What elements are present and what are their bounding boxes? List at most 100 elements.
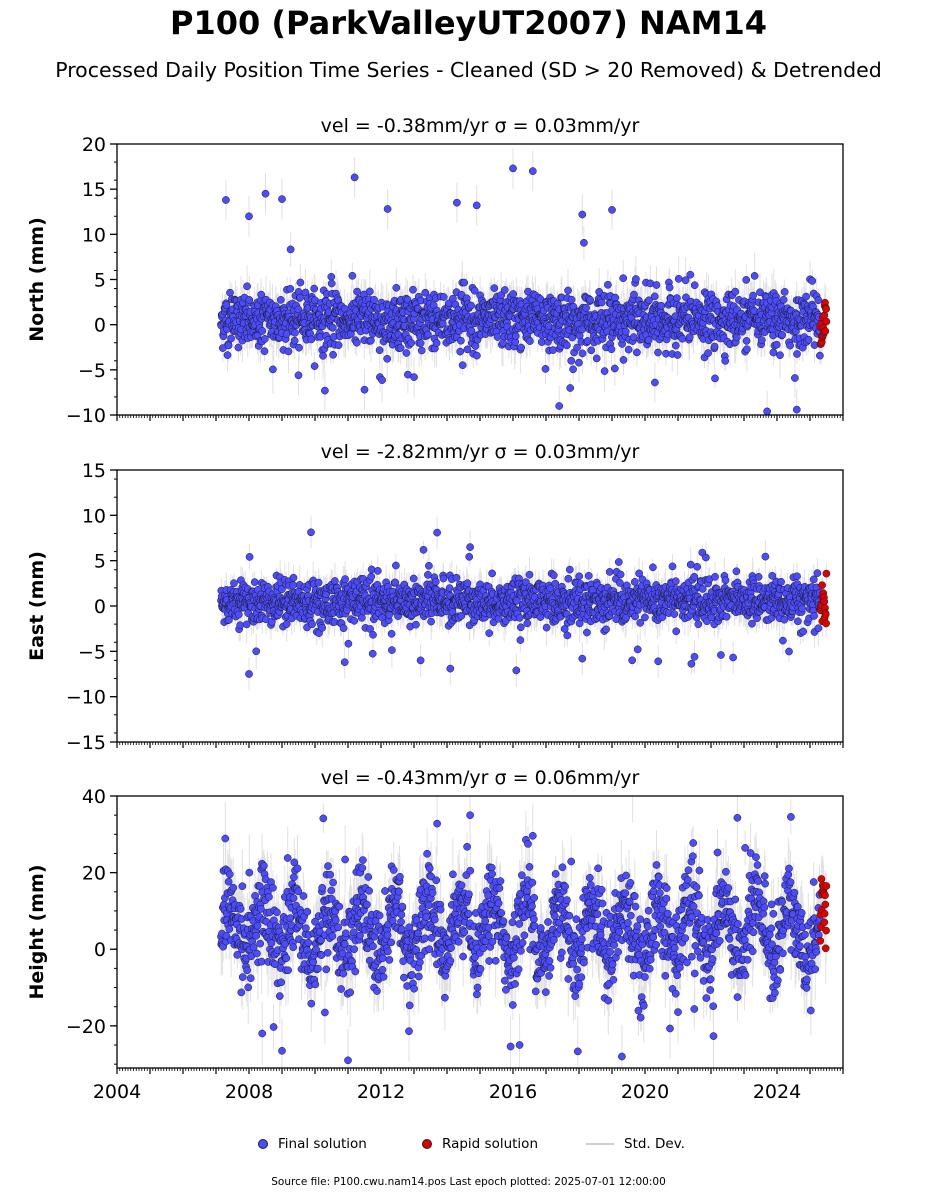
- y-tick-label: 20: [82, 134, 106, 156]
- final-point: [569, 365, 577, 374]
- final-point: [530, 915, 538, 923]
- final-point: [567, 295, 576, 304]
- final-point: [295, 343, 303, 352]
- final-point: [378, 376, 386, 384]
- final-point: [460, 278, 469, 287]
- final-point: [416, 339, 425, 348]
- final-point: [310, 362, 319, 370]
- final-point: [286, 284, 295, 293]
- final-point: [425, 864, 434, 873]
- final-point: [392, 283, 401, 292]
- final-point: [732, 567, 741, 576]
- final-point: [282, 954, 291, 963]
- final-point: [459, 952, 467, 961]
- final-point: [273, 908, 281, 917]
- final-point: [602, 625, 610, 634]
- rapid-point: [818, 581, 826, 590]
- final-point: [592, 354, 601, 363]
- final-point: [564, 975, 573, 983]
- final-point: [356, 931, 364, 940]
- final-point: [668, 562, 677, 571]
- final-point: [353, 287, 361, 296]
- final-point: [518, 938, 527, 947]
- final-point: [289, 581, 298, 589]
- panel-title-height: vel = -0.43mm/yr σ = 0.06mm/yr: [321, 767, 640, 789]
- final-point: [245, 670, 253, 678]
- y-tick-label: 15: [82, 460, 106, 482]
- final-point: [563, 341, 571, 350]
- final-point: [383, 931, 392, 940]
- final-point: [757, 336, 766, 344]
- final-point: [252, 647, 261, 656]
- final-point: [365, 287, 374, 296]
- final-point: [577, 935, 586, 943]
- final-point: [780, 615, 789, 624]
- final-point: [365, 886, 373, 895]
- final-point: [780, 288, 789, 296]
- final-point: [779, 636, 787, 645]
- final-point: [456, 347, 465, 356]
- final-point: [686, 560, 695, 569]
- final-point: [526, 337, 534, 345]
- final-point: [802, 292, 810, 301]
- final-point: [253, 921, 262, 930]
- final-point: [439, 293, 448, 301]
- final-point: [246, 974, 255, 983]
- final-point: [763, 407, 771, 415]
- final-point: [284, 347, 293, 356]
- final-point: [551, 912, 559, 921]
- final-point: [578, 349, 587, 358]
- final-point: [510, 953, 518, 962]
- final-point: [296, 278, 305, 287]
- final-point: [761, 552, 770, 561]
- final-point: [414, 972, 423, 981]
- final-point: [458, 361, 467, 370]
- final-point: [750, 272, 759, 280]
- final-point: [410, 373, 418, 381]
- final-point: [463, 842, 471, 851]
- final-point: [446, 956, 455, 965]
- final-point: [580, 238, 588, 247]
- final-point: [346, 988, 355, 997]
- final-point: [753, 614, 761, 623]
- final-point: [516, 947, 525, 955]
- final-point: [452, 573, 461, 582]
- final-point: [710, 342, 719, 351]
- final-point: [256, 939, 265, 948]
- final-point: [742, 337, 751, 345]
- final-point: [221, 834, 230, 843]
- final-point: [388, 646, 396, 654]
- final-point: [394, 887, 403, 896]
- final-point: [237, 988, 246, 997]
- final-point: [441, 993, 449, 1002]
- final-point: [238, 882, 247, 891]
- final-point: [628, 656, 637, 665]
- final-point: [447, 943, 455, 952]
- final-point: [431, 577, 440, 586]
- final-point: [605, 568, 614, 576]
- final-point: [225, 925, 234, 933]
- final-point: [523, 619, 532, 628]
- final-point: [630, 578, 639, 586]
- panel-east: vel = -2.82mm/yr σ = 0.03mm/yr East (mm) −…: [26, 441, 844, 754]
- final-point: [722, 612, 731, 621]
- ylabel-north: North (mm): [26, 217, 48, 342]
- final-point: [433, 528, 441, 537]
- rapid-point: [821, 327, 830, 336]
- final-point: [405, 1027, 413, 1036]
- final-point: [269, 365, 277, 374]
- final-point: [499, 917, 508, 926]
- final-point: [545, 957, 554, 965]
- final-point: [619, 356, 628, 364]
- final-point: [322, 965, 331, 974]
- final-point: [545, 972, 553, 980]
- final-point: [565, 565, 574, 574]
- final-point: [302, 924, 310, 933]
- final-point: [509, 290, 518, 298]
- final-point: [339, 624, 348, 633]
- final-point: [422, 913, 431, 921]
- final-point: [400, 973, 408, 982]
- final-point: [495, 884, 504, 892]
- final-point: [651, 378, 659, 387]
- final-point: [633, 645, 642, 654]
